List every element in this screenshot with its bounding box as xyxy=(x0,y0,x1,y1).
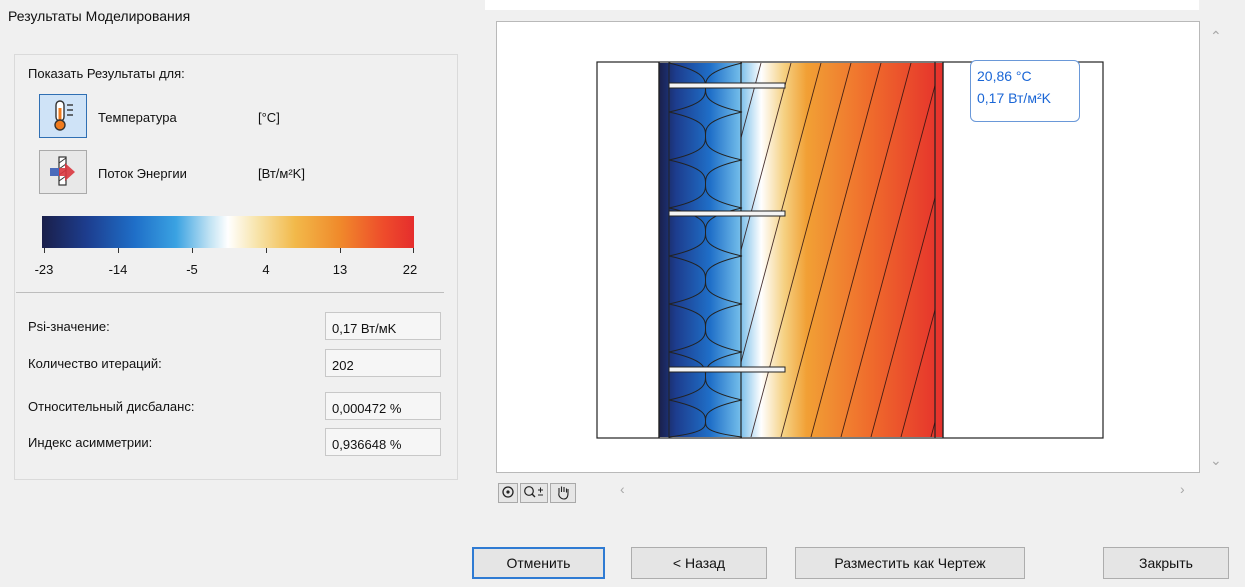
asymmetry-value: 0,936648 % xyxy=(325,428,441,456)
color-legend-bar xyxy=(42,216,414,248)
iterations-label: Количество итераций: xyxy=(28,356,162,371)
scroll-down-icon[interactable]: ⌄ xyxy=(1210,452,1222,468)
zoom-fit-button[interactable] xyxy=(498,483,518,503)
imbalance-label: Относительный дисбаланс: xyxy=(28,399,195,414)
thermometer-icon xyxy=(49,98,77,135)
top-toolbar-strip xyxy=(485,0,1199,10)
legend-tick-label: 13 xyxy=(332,262,348,277)
legend-tick xyxy=(266,248,267,253)
temperature-label: Температура xyxy=(98,110,177,125)
section-title: Результаты Моделирования xyxy=(8,8,191,24)
close-button[interactable]: Закрыть xyxy=(1103,547,1229,579)
zoom-button[interactable] xyxy=(520,483,548,503)
imbalance-value: 0,000472 % xyxy=(325,392,441,420)
psi-value: 0,17 Вт/мK xyxy=(325,312,441,340)
section-drawing xyxy=(596,61,1104,439)
legend-tick xyxy=(192,248,193,253)
tooltip-temperature: 20,86 °C xyxy=(977,68,1032,84)
energy-flow-icon xyxy=(47,154,79,191)
show-results-label: Показать Результаты для: xyxy=(28,66,185,81)
scroll-left-icon[interactable]: ‹ xyxy=(620,481,625,497)
energy-flow-label: Поток Энергии xyxy=(98,166,187,181)
scroll-up-icon[interactable]: ⌃ xyxy=(1210,28,1222,44)
tooltip-energy: 0,17 Вт/м²K xyxy=(977,90,1051,106)
temperature-unit: [°C] xyxy=(258,110,280,125)
zoom-fit-icon xyxy=(501,485,515,502)
legend-tick-label: 4 xyxy=(262,262,270,277)
legend-tick xyxy=(44,248,45,253)
simulation-view[interactable]: 20,86 °C 0,17 Вт/м²K xyxy=(496,21,1200,473)
probe-tooltip: 20,86 °C 0,17 Вт/м²K xyxy=(970,60,1080,122)
back-button[interactable]: < Назад xyxy=(631,547,767,579)
legend-tick-label: -14 xyxy=(108,262,128,277)
legend-tick xyxy=(118,248,119,253)
legend-tick xyxy=(340,248,341,253)
legend-tick-label: -23 xyxy=(34,262,54,277)
legend-tick xyxy=(413,248,414,253)
asymmetry-label: Индекс асимметрии: xyxy=(28,435,153,450)
temperature-mode-button[interactable] xyxy=(39,94,87,138)
iterations-value: 202 xyxy=(325,349,441,377)
pan-button[interactable] xyxy=(550,483,576,503)
place-as-drawing-button[interactable]: Разместить как Чертеж xyxy=(795,547,1025,579)
energy-flow-unit: [Вт/м²K] xyxy=(258,166,305,181)
scroll-right-icon[interactable]: › xyxy=(1180,481,1185,497)
separator xyxy=(16,292,444,293)
energy-flow-mode-button[interactable] xyxy=(39,150,87,194)
psi-label: Psi-значение: xyxy=(28,319,110,334)
legend-tick-label: -5 xyxy=(186,262,198,277)
zoom-icon xyxy=(523,485,545,502)
pan-hand-icon xyxy=(555,484,571,503)
legend-tick-label: 22 xyxy=(402,262,418,277)
cancel-button[interactable]: Отменить xyxy=(472,547,605,579)
